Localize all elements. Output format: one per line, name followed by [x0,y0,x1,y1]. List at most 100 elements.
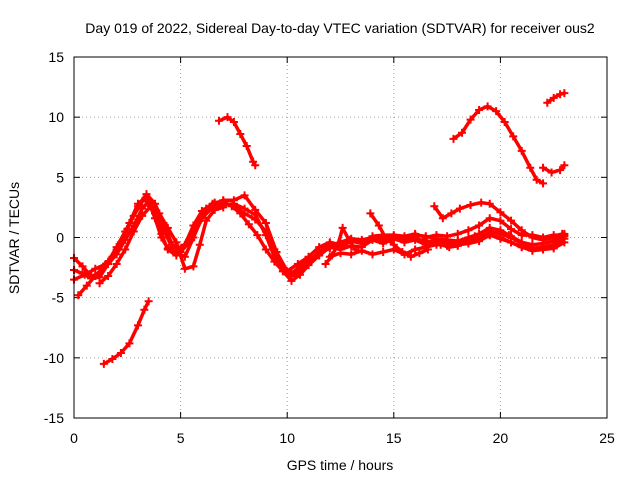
data-point [155,209,164,218]
data-point [560,161,569,170]
data-point [366,209,375,218]
data-point [172,238,181,247]
data-point [229,117,238,126]
y-tick-label: -10 [44,350,64,366]
data-point [379,239,388,248]
data-point [99,262,108,271]
data-point [357,246,366,255]
data-point [116,349,125,358]
x-tick-label: 0 [70,430,78,446]
series-12 [430,198,567,244]
data-point [532,175,541,184]
data-point [325,244,334,253]
data-point [261,245,270,254]
data-point [229,196,238,205]
data-point [321,259,330,268]
data-point [157,233,166,242]
data-point [526,163,535,172]
data-point [133,199,142,208]
data-point [78,262,87,271]
series-line [451,104,545,186]
series-13 [449,102,548,188]
data-point [492,107,501,116]
x-tick-label: 25 [599,430,615,446]
data-point [334,239,343,248]
data-point [80,270,89,279]
data-point [549,93,558,102]
data-point [543,98,552,107]
data-point [210,198,219,207]
data-point [453,241,462,250]
data-point [223,113,232,122]
data-point [210,205,219,214]
data-point [455,204,464,213]
data-point [251,161,260,170]
data-point [185,235,194,244]
data-point [547,168,556,177]
data-point [479,231,488,240]
data-point [438,214,447,223]
y-axis-label: SDTVAR / TECUs [6,182,22,294]
data-point [195,240,204,249]
data-point [327,251,336,260]
data-point [146,202,155,211]
series-5 [99,297,153,368]
data-point [236,209,245,218]
data-point [539,245,548,254]
data-point [278,267,287,276]
data-point [168,243,177,252]
data-point [287,276,296,285]
data-point [398,247,407,256]
data-point [163,223,172,232]
data-point [507,238,516,247]
data-point [475,221,484,230]
data-point [357,235,366,244]
data-point [163,244,172,253]
data-point [270,257,279,266]
series-line [97,204,225,285]
data-point [507,216,516,225]
data-point [347,250,356,259]
data-point [338,223,347,232]
data-point [462,237,471,246]
data-point [272,247,281,256]
series-11 [419,228,513,252]
data-point [466,115,475,124]
data-point [539,163,548,172]
series-line [541,163,567,175]
data-point [108,355,117,364]
data-point [470,232,479,241]
data-point [477,198,486,207]
series-7 [95,202,228,288]
data-point [315,249,324,258]
data-point [528,233,537,242]
data-point [500,117,509,126]
data-point [419,235,428,244]
data-point [125,339,134,348]
data-point [240,191,249,200]
data-point [336,249,345,258]
data-point [129,227,138,236]
data-point [458,128,467,137]
data-point [447,209,456,218]
data-point [140,305,149,314]
x-tick-label: 15 [386,430,402,446]
data-point [91,272,100,281]
series-line [72,192,567,282]
data-point [558,229,567,238]
data-point [261,219,270,228]
data-point [112,259,121,268]
data-point [295,262,304,271]
data-point [374,221,383,230]
data-point [406,252,415,261]
series-9 [321,223,360,268]
data-point [560,238,569,247]
data-point [368,250,377,259]
data-point [159,226,168,235]
data-point [504,231,513,240]
data-point [400,233,409,242]
data-point [517,226,526,235]
data-point [556,166,565,175]
data-point [304,256,313,265]
x-tick-label: 20 [493,430,509,446]
